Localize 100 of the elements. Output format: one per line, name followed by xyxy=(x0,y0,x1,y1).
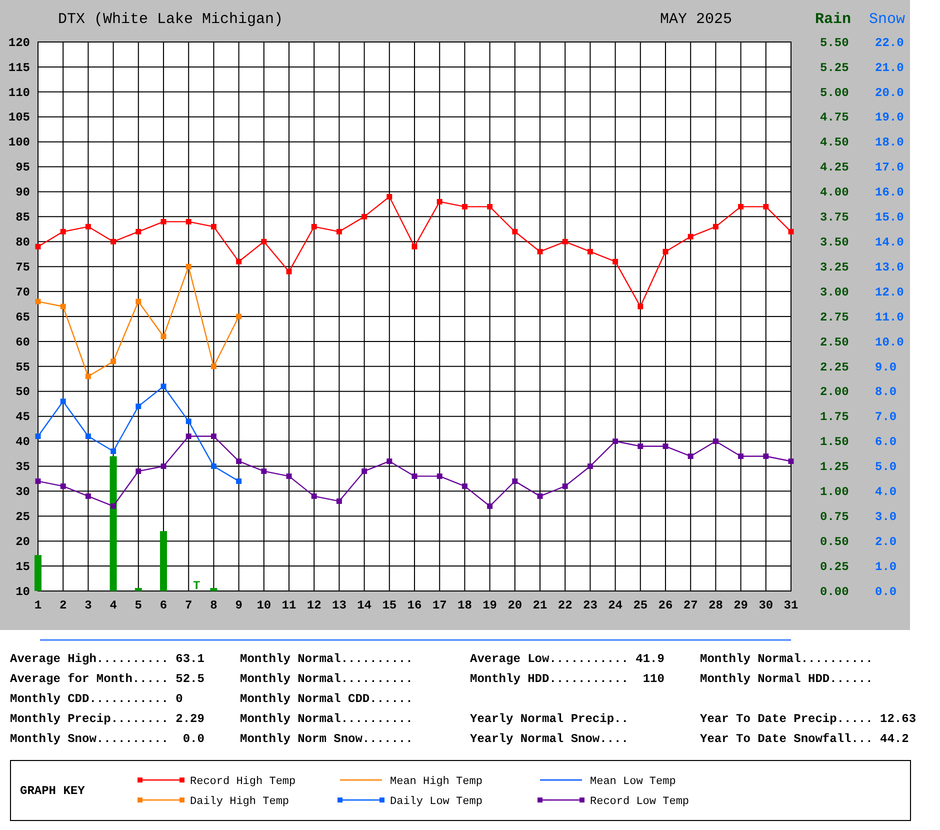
y3-tick-label: 2.0 xyxy=(875,534,897,549)
y3-tick-label: 3.0 xyxy=(875,510,897,524)
point xyxy=(286,268,292,274)
point xyxy=(136,228,142,234)
point xyxy=(362,214,368,220)
point xyxy=(436,473,442,479)
y-tick-label: 35 xyxy=(16,460,30,474)
point xyxy=(763,454,769,459)
x-tick-label: 11 xyxy=(282,598,296,613)
x-tick-label: 5 xyxy=(134,598,142,613)
point xyxy=(186,218,192,224)
text: Monthly Normal.......... xyxy=(240,652,413,666)
point xyxy=(638,444,644,449)
bar xyxy=(110,456,117,591)
point xyxy=(412,244,418,250)
point xyxy=(712,438,718,444)
point xyxy=(763,204,769,210)
y3-tick-label: 5.0 xyxy=(875,460,897,474)
y-tick-label: 75 xyxy=(16,260,30,274)
y-tick-label: 80 xyxy=(16,235,30,250)
x-tick-label: 2 xyxy=(60,598,67,613)
point xyxy=(412,473,418,479)
x-tick-label: 30 xyxy=(758,598,774,613)
point xyxy=(85,493,91,499)
x-tick-label: 26 xyxy=(658,598,673,613)
y2-tick-label: 0.50 xyxy=(820,534,849,549)
y2-tick-label: 3.50 xyxy=(820,235,849,250)
legend-label: Daily Low Temp xyxy=(390,796,482,808)
point xyxy=(261,468,267,474)
y2-tick-label: 4.00 xyxy=(820,186,849,200)
point xyxy=(537,493,543,499)
y3-tick-label: 7.0 xyxy=(875,410,897,424)
point xyxy=(236,314,242,320)
point xyxy=(110,358,116,364)
y3-tick-label: 14.0 xyxy=(875,235,904,250)
y-tick-label: 55 xyxy=(16,360,30,374)
point xyxy=(662,444,668,449)
chart-title: DTX (White Lake Michigan) xyxy=(58,11,284,28)
x-tick-label: 15 xyxy=(382,598,397,613)
y3-tick-label: 16.0 xyxy=(875,186,904,200)
x-tick-label: 13 xyxy=(332,598,346,613)
point xyxy=(110,503,116,509)
y-tick-label: 60 xyxy=(16,335,30,350)
x-tick-label: 24 xyxy=(608,598,623,613)
y-tick-label: 70 xyxy=(16,285,30,300)
y-tick-label: 115 xyxy=(8,60,30,75)
point xyxy=(261,238,267,244)
chart-subtitle: MAY 2025 xyxy=(660,11,732,28)
text: Monthly Normal CDD...... xyxy=(240,692,413,706)
point xyxy=(712,224,718,230)
y2-tick-label: 0.75 xyxy=(820,510,849,524)
y2-tick-label: 5.25 xyxy=(820,60,849,75)
text: Year To Date Snowfall... 44.2 xyxy=(700,732,909,746)
bar xyxy=(134,588,142,591)
point xyxy=(662,248,668,254)
y2-tick-label: 2.75 xyxy=(820,310,849,324)
point xyxy=(788,458,794,464)
y2-tick-label: 1.00 xyxy=(820,485,849,500)
text: Monthly CDD........... 0 xyxy=(10,692,183,706)
point xyxy=(160,463,166,469)
point xyxy=(436,198,442,204)
y-tick-label: 40 xyxy=(16,435,30,450)
point xyxy=(35,434,41,440)
x-tick-label: 10 xyxy=(256,598,272,613)
y2-tick-label: 2.50 xyxy=(820,335,849,350)
x-tick-label: 29 xyxy=(734,598,748,613)
point xyxy=(210,224,216,230)
y2-tick-label: 5.50 xyxy=(820,36,849,50)
y3-tick-label: 21.0 xyxy=(875,60,904,75)
x-tick-label: 27 xyxy=(683,598,698,613)
point xyxy=(487,503,493,509)
y2-tick-label: 5.00 xyxy=(820,86,849,100)
point xyxy=(85,434,91,440)
y-tick-label: 15 xyxy=(16,560,30,574)
point xyxy=(236,458,242,464)
point xyxy=(60,398,66,404)
y3-tick-label: 10.0 xyxy=(875,335,904,350)
y-tick-label: 100 xyxy=(8,136,30,150)
point xyxy=(236,478,242,484)
point xyxy=(110,448,116,454)
text: Monthly Normal HDD...... xyxy=(700,672,873,686)
point xyxy=(336,498,342,504)
y3-tick-label: 18.0 xyxy=(875,136,904,150)
y3-tick-label: 19.0 xyxy=(875,110,904,125)
point xyxy=(512,228,518,234)
y3-tick-label: 17.0 xyxy=(875,160,904,175)
point xyxy=(562,238,568,244)
y2-axis-title: Rain xyxy=(814,11,852,28)
bar xyxy=(160,531,167,591)
point xyxy=(35,244,41,250)
legend-label: Daily High Temp xyxy=(190,796,290,808)
text: Monthly Normal.......... xyxy=(240,712,413,726)
text: Yearly Normal Snow.... xyxy=(470,732,628,746)
point xyxy=(612,438,618,444)
y-tick-label: 20 xyxy=(16,534,30,549)
x-tick-label: 9 xyxy=(235,598,242,613)
point xyxy=(60,304,66,310)
point xyxy=(386,458,392,464)
x-tick-label: 17 xyxy=(432,598,447,613)
text: Yearly Normal Precip.. xyxy=(470,712,628,726)
